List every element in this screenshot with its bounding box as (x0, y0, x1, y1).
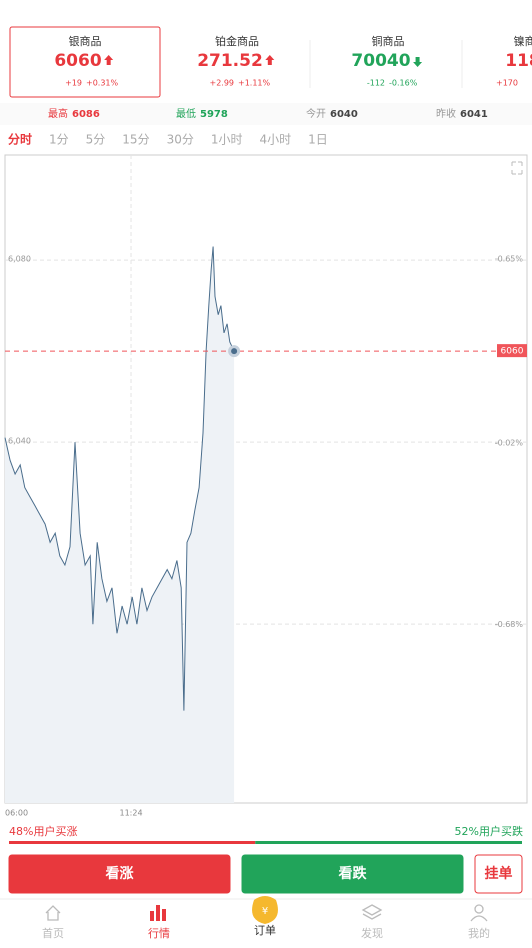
quote-name: 铜商品 (372, 34, 405, 48)
period-tab[interactable]: 1分 (49, 133, 69, 147)
quote-price: 70040 (351, 51, 410, 71)
quote-pct: +1.11% (238, 79, 271, 88)
y2-tick-label: -0.68% (495, 620, 524, 629)
action-button-label[interactable]: 看涨 (105, 865, 134, 882)
quote-name: 镍商品 (514, 34, 532, 48)
stat-label: 昨收 (436, 107, 456, 120)
nav-label[interactable]: 我的 (468, 926, 490, 940)
trend-arrow (104, 55, 113, 65)
nav-label[interactable]: 发现 (361, 926, 383, 940)
quote-pct: -0.16% (389, 79, 418, 88)
trend-arrow (265, 55, 274, 65)
stat-value: 5978 (200, 109, 228, 120)
action-button-label[interactable]: 看跌 (338, 865, 368, 882)
action-button-label[interactable]: 挂单 (485, 865, 513, 882)
quote-pct: +0.31% (86, 79, 119, 88)
quote-change: -112 (367, 79, 385, 88)
period-tab[interactable]: 分时 (8, 132, 32, 147)
area (5, 247, 234, 804)
quote-change: +19 (65, 79, 82, 88)
chart-icon (150, 911, 154, 921)
quote-card[interactable]: 铜商品 70040 -112 -0.16% (351, 34, 422, 88)
quote-card[interactable]: 镍商品 118 +170 (496, 34, 532, 88)
quote-card[interactable]: 银商品 6060 +19 +0.31% (54, 34, 118, 88)
sentiment-bar-down (255, 841, 522, 844)
y2-tick-label: -0.02% (495, 439, 524, 448)
user-icon (471, 916, 487, 921)
nav-label[interactable]: 首页 (42, 926, 64, 940)
period-tab[interactable]: 1日 (308, 133, 328, 147)
period-tab[interactable]: 5分 (86, 133, 106, 147)
user-icon (475, 905, 483, 913)
period-tab[interactable]: 30分 (167, 133, 194, 147)
chart-icon (162, 909, 166, 921)
quote-price: 118 (505, 51, 532, 71)
stat-label: 最高 (48, 107, 68, 120)
period-tab[interactable]: 1小时 (211, 133, 243, 147)
stat-value: 6041 (460, 109, 488, 120)
last-point (231, 348, 237, 354)
quote-change: +170 (496, 79, 518, 88)
x-tick-label: 06:00 (5, 809, 28, 818)
stat-label: 今开 (306, 107, 326, 120)
y2-tick-label: 0.65% (498, 254, 524, 263)
period-tab[interactable]: 4小时 (260, 133, 292, 147)
quote-name: 银商品 (69, 34, 102, 48)
discover-icon (363, 905, 381, 919)
reference-label: 6060 (501, 347, 524, 357)
chart-icon (156, 905, 160, 921)
stat-value: 6040 (330, 109, 358, 120)
trend-arrow (413, 57, 422, 67)
sentiment-bar-up (9, 841, 255, 844)
stat-label: 最低 (176, 107, 196, 120)
y-tick-label: 6,040 (8, 437, 31, 446)
nav-label[interactable]: 订单 (254, 924, 276, 937)
quote-price: 6060 (54, 51, 101, 71)
period-tab[interactable]: 15分 (122, 133, 149, 147)
x-tick-label: 11:24 (119, 809, 142, 818)
sentiment-down: 52%用户买跌 (455, 824, 523, 838)
nav-label[interactable]: 行情 (148, 927, 170, 940)
nav-icons: ¥ (46, 896, 487, 924)
quote-change: +2.99 (209, 79, 234, 88)
home-icon (46, 906, 60, 920)
quote-price: 271.52 (197, 51, 263, 71)
y-tick-label: 6,080 (8, 255, 31, 264)
expand-icon[interactable] (512, 162, 522, 174)
sentiment-up: 48%用户买涨 (9, 824, 77, 838)
stat-value: 6086 (72, 109, 100, 120)
quote-name: 铂金商品 (215, 34, 259, 48)
order-icon-glyph: ¥ (262, 906, 268, 917)
quote-card[interactable]: 铂金商品 271.52 +2.99 +1.11% (197, 34, 274, 88)
